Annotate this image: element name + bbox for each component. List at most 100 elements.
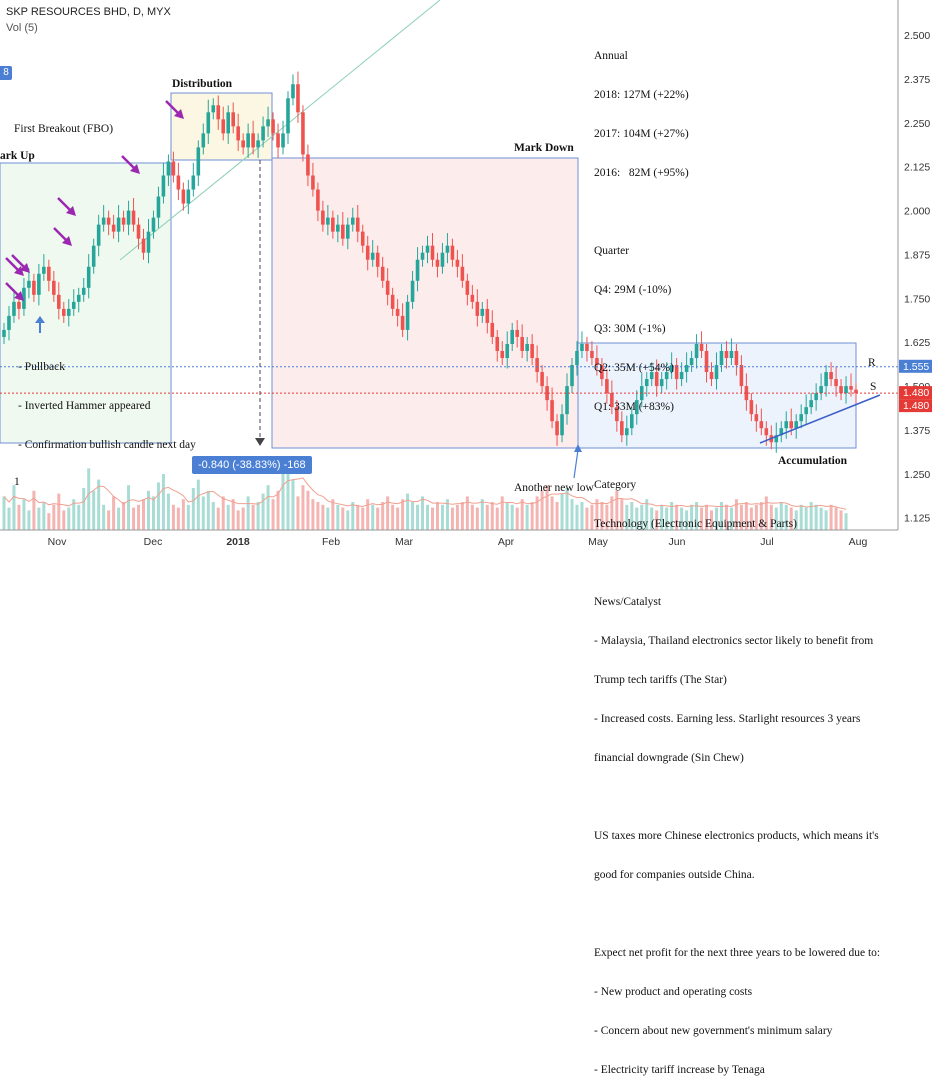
- volume-bar: [156, 482, 160, 530]
- volume-bar: [411, 502, 415, 530]
- candle-body: [86, 266, 91, 288]
- candle-body: [600, 365, 604, 380]
- candle-body: [580, 343, 584, 351]
- volume-bar: [819, 507, 823, 530]
- x-tick-label: Aug: [849, 536, 868, 548]
- volume-bar: [42, 502, 46, 530]
- candle-body: [470, 294, 475, 302]
- candle-body: [699, 343, 704, 351]
- y-tick-label: 1.375: [904, 425, 930, 437]
- candle-body: [106, 217, 111, 225]
- x-tick-label: Nov: [48, 536, 67, 548]
- volume-bar: [540, 490, 544, 530]
- volume-bar: [166, 493, 170, 530]
- annual-line: 2016: 82M (+95%): [594, 167, 689, 179]
- candle-body: [370, 252, 375, 260]
- candle-body: [684, 365, 689, 373]
- volume-bar: [595, 499, 599, 530]
- candle-body: [679, 372, 684, 380]
- candle-body: [17, 301, 21, 309]
- new-low-arrow: [573, 449, 579, 479]
- volume-bar: [784, 504, 788, 530]
- volume-bar: [137, 504, 141, 530]
- volume-bar: [510, 504, 514, 530]
- volume-bar: [545, 485, 549, 530]
- volume-bar: [27, 510, 31, 530]
- volume-bar: [291, 479, 295, 530]
- candle-body: [774, 435, 779, 443]
- volume-bar: [769, 504, 773, 530]
- candle-body: [400, 315, 405, 330]
- volume-bar: [550, 496, 554, 530]
- candle-body: [595, 358, 599, 366]
- volume-bar: [181, 499, 185, 530]
- volume-bar: [176, 507, 180, 530]
- volume-bar: [416, 504, 420, 530]
- volume-bar: [799, 504, 803, 530]
- volume-bar: [32, 490, 36, 530]
- candle-body: [505, 343, 510, 359]
- price-label: 1.555: [903, 361, 929, 373]
- accumulation-zone: [577, 342, 857, 449]
- candle-body: [525, 343, 529, 351]
- candle-body: [824, 372, 828, 387]
- volume-bar: [171, 504, 175, 530]
- volume-bar: [62, 510, 66, 530]
- volume-bar: [759, 502, 763, 530]
- candle-body: [395, 308, 400, 316]
- candle-body: [495, 336, 500, 351]
- candle-body: [784, 421, 789, 429]
- volume-label: Vol (5): [6, 22, 38, 34]
- volume-bar: [211, 502, 215, 530]
- volume-bar: [560, 493, 564, 530]
- volume-bar: [650, 507, 654, 530]
- candle-body: [445, 245, 450, 253]
- purple-arrowhead: [20, 263, 30, 273]
- volume-bar: [600, 502, 604, 530]
- candle-body: [316, 189, 320, 211]
- candle-body: [385, 280, 390, 295]
- volume-bar: [47, 513, 51, 530]
- volume-bar: [655, 510, 659, 530]
- price-chart[interactable]: 1.1251.2501.3751.5001.6251.7501.8752.000…: [0, 0, 932, 550]
- candle-body: [450, 245, 455, 260]
- volume-bar: [201, 496, 205, 530]
- volume-bar: [151, 496, 155, 530]
- candle-body: [500, 350, 505, 359]
- candle-body: [565, 386, 569, 415]
- candle-body: [535, 358, 539, 373]
- volume-bar: [256, 502, 260, 530]
- candle-body: [834, 379, 838, 387]
- candle-body: [345, 224, 350, 239]
- candle-body: [794, 421, 799, 429]
- volume-bar: [321, 504, 325, 530]
- volume-bar: [465, 496, 469, 530]
- volume-bar: [301, 485, 305, 530]
- candle-body: [91, 245, 96, 267]
- candle-body: [37, 273, 41, 295]
- volume-bar: [764, 496, 768, 530]
- candle-body: [475, 301, 480, 316]
- candle-body: [231, 112, 235, 127]
- volume-bar: [754, 504, 758, 530]
- volume-bar: [734, 499, 738, 530]
- volume-bar: [336, 504, 340, 530]
- volume-bar: [605, 504, 609, 530]
- volume-bar: [87, 468, 91, 530]
- volume-bar: [12, 485, 16, 530]
- volume-bar: [67, 507, 71, 530]
- volume-bar: [17, 504, 21, 530]
- volume-bar: [186, 504, 190, 530]
- candle-body: [191, 175, 196, 190]
- candle-body: [440, 252, 445, 267]
- volume-bar: [261, 493, 265, 530]
- volume-bar: [844, 513, 848, 530]
- volume-bar: [306, 490, 310, 530]
- annual-line: 2018: 127M (+22%): [594, 89, 689, 101]
- volume-bar: [670, 502, 674, 530]
- indicator-badge[interactable]: 8: [0, 66, 12, 80]
- y-tick-label: 1.625: [904, 337, 930, 349]
- volume-bar: [276, 490, 280, 530]
- volume-bar: [804, 507, 808, 530]
- candle-body: [336, 224, 340, 232]
